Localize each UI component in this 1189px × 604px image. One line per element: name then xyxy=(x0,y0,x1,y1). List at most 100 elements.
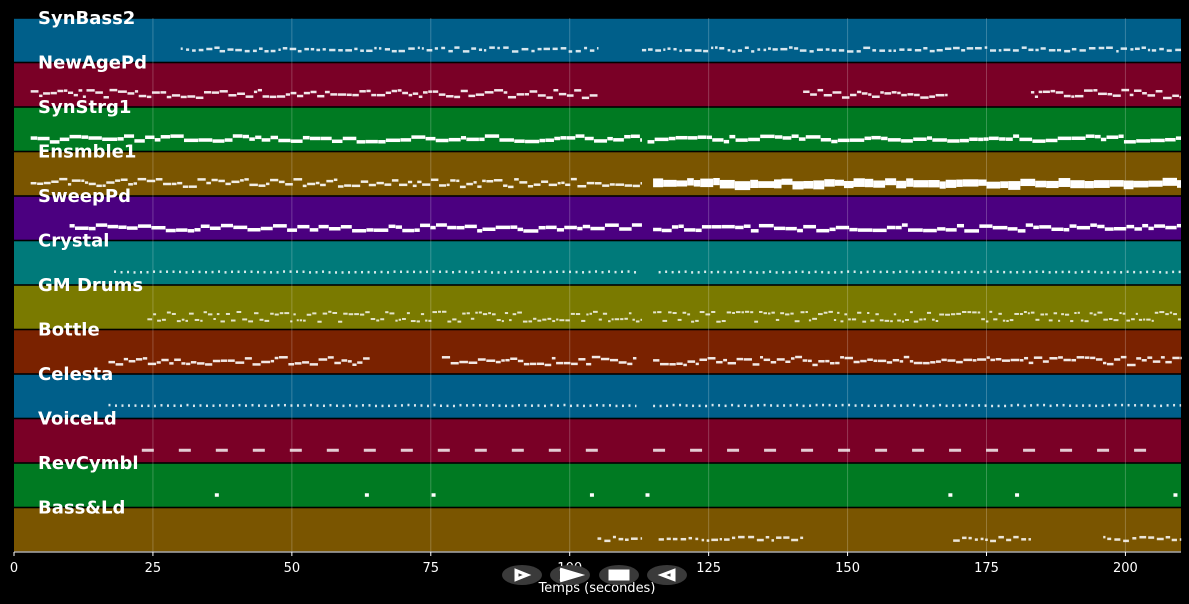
note xyxy=(750,404,753,408)
note xyxy=(877,359,887,363)
note xyxy=(69,224,75,228)
note xyxy=(50,91,57,95)
note xyxy=(962,179,979,187)
note xyxy=(1071,47,1077,51)
note xyxy=(684,270,687,273)
note xyxy=(366,89,371,93)
track-band-synstrg1 xyxy=(14,107,1181,151)
note xyxy=(735,138,748,142)
note xyxy=(729,134,736,139)
note xyxy=(624,538,629,541)
note xyxy=(828,403,831,407)
note xyxy=(417,46,420,50)
note xyxy=(261,360,271,364)
note xyxy=(432,270,435,273)
note xyxy=(471,47,477,50)
note xyxy=(896,180,907,189)
note xyxy=(654,137,669,142)
note xyxy=(542,318,547,321)
note xyxy=(309,228,319,232)
stop-button[interactable] xyxy=(599,565,639,585)
note xyxy=(602,184,610,187)
note xyxy=(846,50,854,53)
rewind-button[interactable] xyxy=(647,565,687,585)
note xyxy=(565,183,571,187)
fast-forward-button[interactable] xyxy=(550,565,590,585)
note xyxy=(984,404,987,407)
note xyxy=(249,183,258,187)
note xyxy=(1014,312,1019,315)
play-forward-button[interactable] xyxy=(502,565,542,585)
note xyxy=(1095,358,1103,361)
note xyxy=(930,361,936,364)
note xyxy=(679,403,682,407)
note xyxy=(466,312,470,315)
note xyxy=(531,49,535,53)
note xyxy=(1093,180,1110,188)
note xyxy=(774,179,782,189)
note xyxy=(205,404,208,408)
note xyxy=(764,448,777,452)
note xyxy=(1147,356,1153,359)
note xyxy=(609,183,615,186)
note xyxy=(456,225,465,230)
note xyxy=(310,90,317,94)
note xyxy=(1148,226,1154,231)
note xyxy=(145,135,155,140)
note xyxy=(563,361,571,365)
note xyxy=(1135,312,1138,315)
note xyxy=(803,180,814,189)
note xyxy=(254,312,259,315)
note xyxy=(1163,96,1172,100)
note xyxy=(899,48,905,51)
note xyxy=(791,357,795,360)
note xyxy=(1126,224,1135,229)
note xyxy=(864,136,872,141)
note xyxy=(501,359,505,362)
note xyxy=(307,182,316,186)
note xyxy=(478,403,481,407)
note xyxy=(225,312,230,315)
note xyxy=(270,404,273,408)
note xyxy=(695,537,699,541)
note xyxy=(968,536,972,540)
note xyxy=(586,313,589,316)
note xyxy=(1178,270,1181,274)
note xyxy=(698,404,701,408)
note xyxy=(817,313,823,316)
note xyxy=(595,270,598,273)
note xyxy=(503,184,508,187)
note xyxy=(556,318,559,321)
track-label-revcymbl: RevCymbl xyxy=(38,453,139,474)
note xyxy=(190,361,197,364)
note xyxy=(1131,318,1135,321)
note xyxy=(270,359,275,363)
note xyxy=(468,94,476,98)
note xyxy=(123,134,135,138)
note xyxy=(235,48,242,52)
note xyxy=(458,270,461,273)
note xyxy=(550,403,553,407)
note xyxy=(1010,358,1020,362)
note xyxy=(893,49,896,52)
note xyxy=(376,181,384,185)
note xyxy=(395,225,402,229)
note xyxy=(137,224,152,228)
note xyxy=(363,357,370,360)
note xyxy=(734,181,751,191)
note xyxy=(1010,404,1013,407)
note xyxy=(478,48,483,52)
note xyxy=(817,88,824,92)
note xyxy=(466,182,473,186)
note xyxy=(330,93,338,96)
note xyxy=(161,358,169,362)
note xyxy=(961,49,966,52)
note xyxy=(448,137,461,142)
note xyxy=(899,360,904,363)
note xyxy=(302,184,307,188)
note xyxy=(723,358,728,362)
note xyxy=(795,270,798,274)
note xyxy=(808,271,811,274)
note xyxy=(687,360,696,363)
note xyxy=(1123,539,1129,543)
